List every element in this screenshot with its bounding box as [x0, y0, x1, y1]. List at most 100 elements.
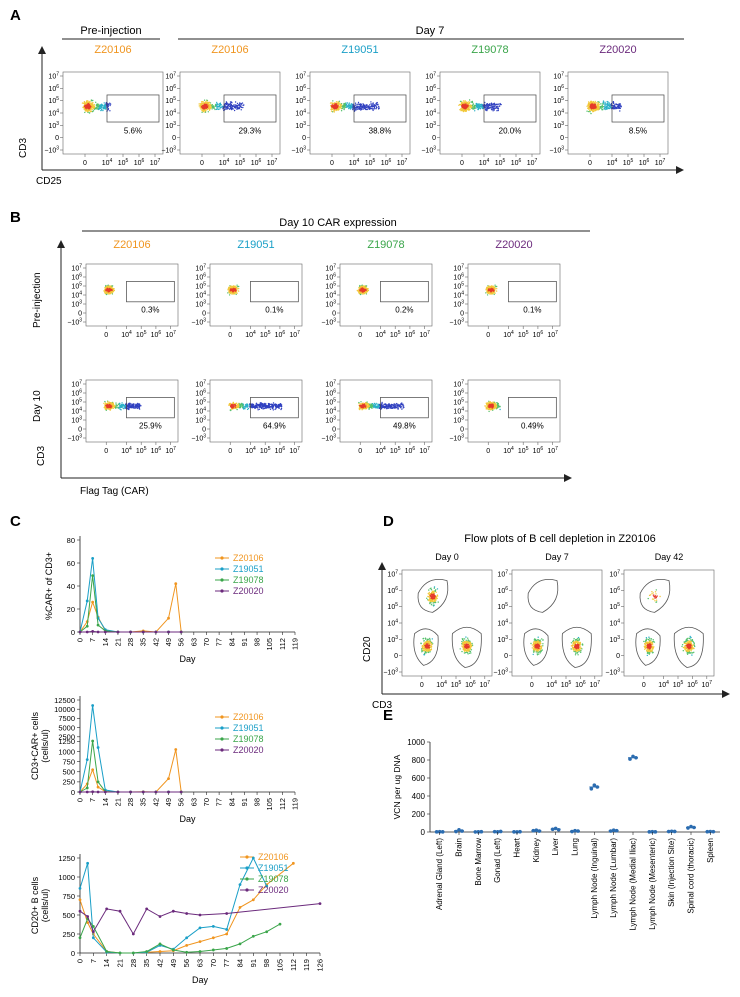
chart-e-point-12-1 [669, 829, 674, 834]
panel-a-2-xtick-label-3: 106 [381, 158, 392, 167]
panel-a-4-ytick-label-4: 103 [553, 121, 564, 130]
panel-b-sample-title-1: Z19051 [237, 239, 274, 251]
panel-d-x-arrowhead [722, 690, 730, 698]
chart-C2-xtick-label-8: 56 [177, 798, 186, 806]
panel-b-pre-1-xtick-label-1: 104 [245, 330, 256, 339]
panel-b-day10-1-ytick-label-5: 0 [202, 427, 206, 434]
chart-C2-series-Z20020-point-8 [154, 790, 158, 794]
chart-C3-legend-marker-3 [245, 888, 249, 892]
chart-C2-xtick-label-10: 70 [202, 798, 211, 806]
panel-a-1-xtick-label-2: 105 [235, 158, 246, 167]
panel-b-day10-1-ytick-label-3: 104 [195, 407, 206, 416]
panel-b-day10-3-xtick-label-0: 0 [486, 448, 490, 455]
chart-e-point-7-0 [570, 829, 574, 834]
chart-C3-series-Z19051-point-14 [251, 856, 255, 860]
panel-a-day7-label: Day 7 [416, 25, 445, 37]
panel-b-pre-2-xtick-label-4: 107 [419, 330, 430, 339]
chart-C2-ytick-label-3: 750 [62, 757, 75, 766]
chart-C3-xtick-label-0: 0 [76, 959, 85, 963]
chart-C2-series-Z20020-point-4 [103, 790, 107, 794]
panel-a-pct-1: 29.3% [239, 127, 262, 136]
chart-C3-series-Z19051-point-13 [238, 883, 242, 886]
panel-b-pre-2-events [356, 284, 370, 296]
chart-C3-ytick-label-5: 1250 [58, 854, 75, 863]
panel-d-xtick-label-1-3: 106 [575, 680, 586, 689]
chart-C1-xtick-label-13: 91 [240, 638, 249, 646]
panel-d-events-1 [530, 636, 584, 656]
panel-b-day10-0-frame [85, 379, 179, 443]
panel-b-pre-1-ytick-label-1: 106 [195, 273, 206, 282]
chart-C3-ylabel: CD20+ B cells [30, 876, 40, 934]
panel-b-day10-1-xtick-label-4: 107 [289, 446, 300, 455]
chart-C3-ytick-label-2: 500 [62, 911, 75, 920]
panel-a-3-gate [483, 94, 537, 123]
chart-C3-series-Z19078-point-14 [251, 934, 255, 938]
panel-d-xtick-label-2-3: 106 [687, 680, 698, 689]
panel-d-xtick-label-0-4: 107 [480, 680, 491, 689]
chart-e-point-0-2 [440, 830, 445, 834]
chart-e-ytick-label-0: 0 [421, 828, 426, 837]
chart-C2-xtick-label-1: 7 [88, 798, 97, 802]
chart-C2-legend-marker-0 [220, 715, 224, 719]
panel-b-day10-2-xtick-label-1: 104 [375, 446, 386, 455]
chart-C3-series-Z20020-point-8 [171, 909, 175, 913]
panel-b-pre-3-xtick-label-0: 0 [486, 332, 490, 339]
chart-C1-xtick-label-6: 42 [151, 638, 160, 646]
chart-e-category-label-14: Spleen [706, 838, 715, 863]
chart-C1-series-Z20020-point-7 [141, 630, 145, 634]
panel-a-3-plot: 107 106 105 104 103 0 −103 0 104 105 106 107 [421, 71, 541, 167]
panel-a-4-ytick-label-6: −103 [549, 146, 564, 155]
panel-b-pre-3-frame [467, 263, 561, 327]
chart-e-ytick-label-5: 1000 [407, 738, 425, 747]
panel-b-pre-2-ytick-label-2: 105 [325, 282, 336, 291]
panel-a-1-xtick-label-4: 107 [267, 158, 278, 167]
chart-C1-legend-label-0: Z20106 [233, 553, 264, 563]
chart-C2-ytick-label-0: 0 [71, 788, 75, 797]
chart-C2-xtick-label-5: 35 [139, 798, 148, 806]
chart-C3-series-Z20106-point-16 [291, 861, 295, 865]
panel-b-day10-3-frame [467, 379, 561, 443]
chart-C3-series-Z19078-point-4 [118, 951, 122, 955]
chart-C3-xtick-label-3: 21 [116, 959, 125, 967]
panel-b-pre-pct-2: 0.2% [395, 305, 413, 314]
panel-b-day10-pct-0: 25.9% [139, 421, 162, 430]
chart-e-point-6-1 [553, 826, 558, 831]
chart-e-category-label-12: Skin (Injection Site) [667, 838, 676, 907]
chart-e-category-label-3: Gonad (Left) [493, 838, 502, 883]
panel-b-pre-0-xtick-label-2: 105 [136, 330, 147, 339]
panel-b-day10-1-events [228, 401, 283, 412]
panel-a-4-xtick-label-4: 107 [655, 158, 666, 167]
chart-C1-xtick-label-16: 112 [278, 638, 287, 650]
panel-b-pre-pct-3: 0.1% [523, 305, 541, 314]
chart-C1-series-Z20106-point-2 [91, 600, 95, 604]
chart-C1-series-Z19051-point-2 [91, 557, 95, 560]
panel-d-frame-1 [511, 569, 603, 677]
chart-e-point-8-0 [589, 787, 594, 791]
chart-C1-xlabel: Day [179, 654, 196, 664]
panel-a-0-ytick-label-3: 104 [48, 109, 59, 118]
panel-b-pre-0-gate [126, 281, 175, 303]
chart-C3-legend-label-0: Z20106 [258, 852, 289, 862]
panel-a-1-ytick-label-2: 105 [165, 96, 176, 105]
chart-e-point-10-0 [628, 757, 632, 761]
panel-b-day10-pct-3: 0.49% [521, 421, 544, 430]
panel-b-day10-0-gate [126, 397, 175, 419]
panel-d-ytick-label-2-0: 107 [609, 570, 620, 579]
chart-C3-xtick-label-16: 112 [289, 959, 298, 971]
panel-a-4-ytick-label-0: 107 [553, 72, 564, 81]
panel-a-0-events [81, 99, 112, 114]
chart-C3-series-Z19051-line [79, 856, 268, 954]
chart-e-point-7-2 [576, 829, 580, 833]
panel-a-3-frame [439, 71, 541, 155]
panel-a-pre-injection-label: Pre-injection [80, 25, 141, 37]
chart-C2-series-Z19051-point-3 [96, 746, 100, 749]
panel-d-bcell-gate-1 [527, 579, 559, 613]
chart-C2-xtick-label-11: 77 [215, 798, 224, 806]
chart-C1-xtick-label-10: 70 [202, 638, 211, 646]
chart-e-ytick-label-1: 200 [412, 810, 426, 819]
chart-e-point-5-0 [531, 828, 536, 833]
